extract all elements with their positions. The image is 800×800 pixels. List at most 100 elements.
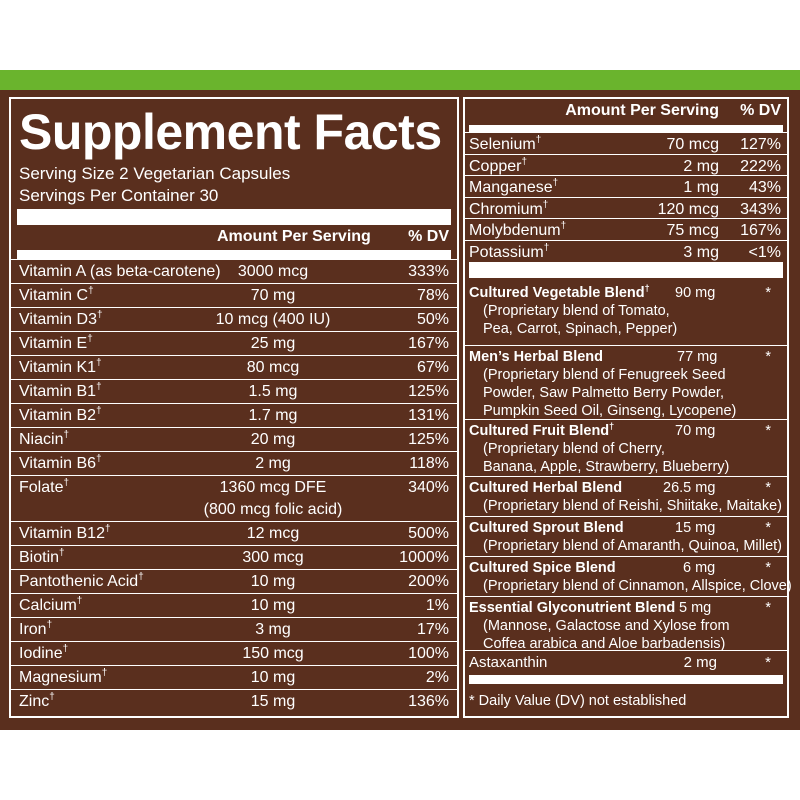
astaxanthin-row: Astaxanthin 2 mg *	[465, 650, 787, 674]
dv-header: % DV	[408, 228, 449, 245]
nutrient-name: Vitamin C†	[19, 285, 94, 306]
nutrient-row: Manganese† 1 mg 43%	[465, 175, 787, 197]
nutrient-name-text: Pantothenic Acid	[19, 573, 139, 590]
nutrient-name: Chromium†	[469, 199, 548, 220]
nutrient-amount: 10 mg	[250, 573, 296, 590]
nutrient-name-text: Niacin	[19, 431, 64, 448]
nutrient-amount: 70 mg	[250, 287, 296, 304]
blend-description-line: Pumpkin Seed Oil, Ginseng, Lycopene)	[483, 403, 737, 419]
blend-name-text: Essential Glyconutrient Blend	[469, 600, 676, 616]
nutrient-dv: 100%	[408, 645, 449, 662]
dagger-mark: †	[88, 285, 94, 297]
blend-name-text: Cultured Vegetable Blend	[469, 285, 645, 301]
nutrient-name: Vitamin A (as beta-carotene)	[19, 261, 221, 282]
blend-amount: 77 mg	[677, 349, 718, 365]
nutrient-name-text: Vitamin B6	[19, 455, 97, 472]
nutrient-dv: 50%	[416, 311, 449, 328]
blend-amount: 70 mg	[675, 423, 716, 439]
nutrient-dv: 78%	[416, 287, 449, 304]
nutrient-row: Vitamin A (as beta-carotene) 3000 mcg 333%	[11, 259, 457, 283]
blend-row: Cultured Vegetable Blend† 90 mg * (Propriet…	[465, 282, 787, 345]
blend-description-line: (Proprietary blend of Cinnamon, Allspice…	[483, 578, 792, 594]
blend-description: (Proprietary blend of Amaranth, Quinoa, …	[483, 537, 782, 555]
nutrient-name: Vitamin B1†	[19, 381, 102, 402]
nutrient-name-text: Zinc	[19, 693, 50, 710]
nutrient-amount: 1 mg	[683, 179, 719, 196]
nutrient-row: Potassium† 3 mg <1%	[465, 239, 787, 263]
nutrient-amount: 1.7 mg	[248, 407, 298, 424]
nutrient-amount: 2 mg	[255, 455, 291, 472]
nutrient-name-text: Vitamin D3	[19, 311, 97, 328]
nutrient-amount: 1.5 mg	[248, 383, 298, 400]
nutrient-amount: 3 mg	[255, 621, 291, 638]
blend-name: Essential Glyconutrient Blend	[469, 599, 675, 617]
servings-per-container: Servings Per Container 30	[19, 186, 219, 205]
blend-name: Cultured Herbal Blend	[469, 479, 622, 497]
nutrient-dv: 125%	[408, 383, 449, 400]
nutrient-amount: 10 mcg (400 IU)	[215, 311, 331, 328]
blend-row: Men’s Herbal Blend 77 mg * (Proprietary ble…	[465, 345, 787, 419]
dagger-mark: †	[560, 220, 567, 232]
nutrient-amount: 3 mg	[683, 243, 719, 261]
nutrient-name: Copper†	[469, 156, 527, 177]
medium-divider	[469, 675, 783, 684]
blend-dv: *	[765, 560, 771, 576]
blend-name-text: Cultured Herbal Blend	[469, 480, 623, 496]
nutrient-amount: 2 mg	[683, 654, 717, 671]
nutrient-dv: <1%	[748, 243, 781, 261]
nutrient-name-text: Iodine	[19, 645, 63, 662]
nutrient-name-text: Potassium	[469, 243, 544, 261]
nutrient-row: Vitamin K1† 80 mcg 67%	[11, 355, 457, 379]
nutrient-row: Iron† 3 mg 17%	[11, 617, 457, 641]
nutrient-amount: 12 mcg	[246, 525, 300, 542]
dagger-mark: †	[535, 134, 542, 146]
nutrient-amount: 10 mg	[250, 669, 296, 686]
blend-name-text: Cultured Spice Blend	[469, 560, 616, 576]
nutrient-row: Chromium† 120 mcg 343%	[465, 196, 787, 220]
nutrient-row: Molybdenum† 75 mcg 167%	[465, 218, 787, 240]
dagger-mark: †	[96, 405, 102, 417]
blend-description: (Proprietary blend of Reishi, Shiitake, …	[483, 497, 782, 515]
dagger-mark: †	[96, 381, 102, 393]
nutrient-name: Potassium†	[469, 242, 549, 263]
nutrient-dv: 167%	[408, 335, 449, 352]
dagger-mark: †	[644, 283, 650, 294]
nutrient-name: Niacin†	[19, 429, 69, 450]
blend-row: Cultured Sprout Blend 15 mg * (Proprietary …	[465, 516, 787, 556]
nutrient-name-text: Vitamin B2	[19, 407, 97, 424]
thick-divider	[17, 209, 451, 225]
blend-name: Men’s Herbal Blend	[469, 348, 603, 366]
nutrient-name: Folate†	[19, 477, 69, 498]
footnote: * Daily Value (DV) not established	[469, 693, 687, 709]
nutrient-amount: 70 mcg	[666, 136, 719, 153]
blend-name-text: Men’s Herbal Blend	[469, 349, 604, 365]
blend-dv: *	[765, 285, 771, 301]
nutrient-row: Vitamin B1† 1.5 mg 125%	[11, 379, 457, 403]
blend-amount: 90 mg	[675, 285, 716, 301]
thick-divider	[469, 262, 783, 278]
amount-per-serving-header: Amount Per Serving	[565, 102, 719, 119]
nutrient-name: Astaxanthin	[469, 654, 548, 671]
blend-description-line: Powder, Saw Palmetto Berry Powder,	[483, 385, 724, 401]
nutrient-dv: 343%	[740, 200, 781, 218]
nutrient-row: Copper† 2 mg 222%	[465, 153, 787, 177]
nutrient-dv: 340%	[408, 479, 449, 496]
blend-name-text: Cultured Fruit Blend	[469, 423, 610, 439]
blend-description-line: (Proprietary blend of Fenugreek Seed	[483, 367, 726, 383]
page-title: Supplement Facts	[19, 104, 442, 160]
nutrient-name: Pantothenic Acid†	[19, 571, 144, 592]
nutrient-name: Magnesium†	[19, 667, 107, 688]
dagger-mark: †	[46, 619, 53, 631]
nutrient-row: Iodine† 150 mcg 100%	[11, 641, 457, 665]
nutrient-dv: 333%	[408, 263, 449, 280]
blend-description-line: Coffea arabica and Aloe barbadensis)	[483, 636, 726, 652]
nutrient-name-text: Iron	[19, 621, 47, 638]
nutrient-name-text: Chromium	[469, 200, 543, 218]
nutrient-dv: 500%	[408, 525, 449, 542]
supplement-facts-right-panel: Amount Per Serving % DV Selenium† 70 mcg 1…	[463, 97, 792, 718]
nutrient-name-text: Folate	[19, 479, 64, 496]
nutrient-row: Calcium† 10 mg 1%	[11, 593, 457, 617]
nutrient-dv: 125%	[408, 431, 449, 448]
nutrient-name-text: Vitamin B1	[19, 383, 97, 400]
nutrient-name-text: Vitamin A (as beta-carotene)	[19, 263, 221, 280]
